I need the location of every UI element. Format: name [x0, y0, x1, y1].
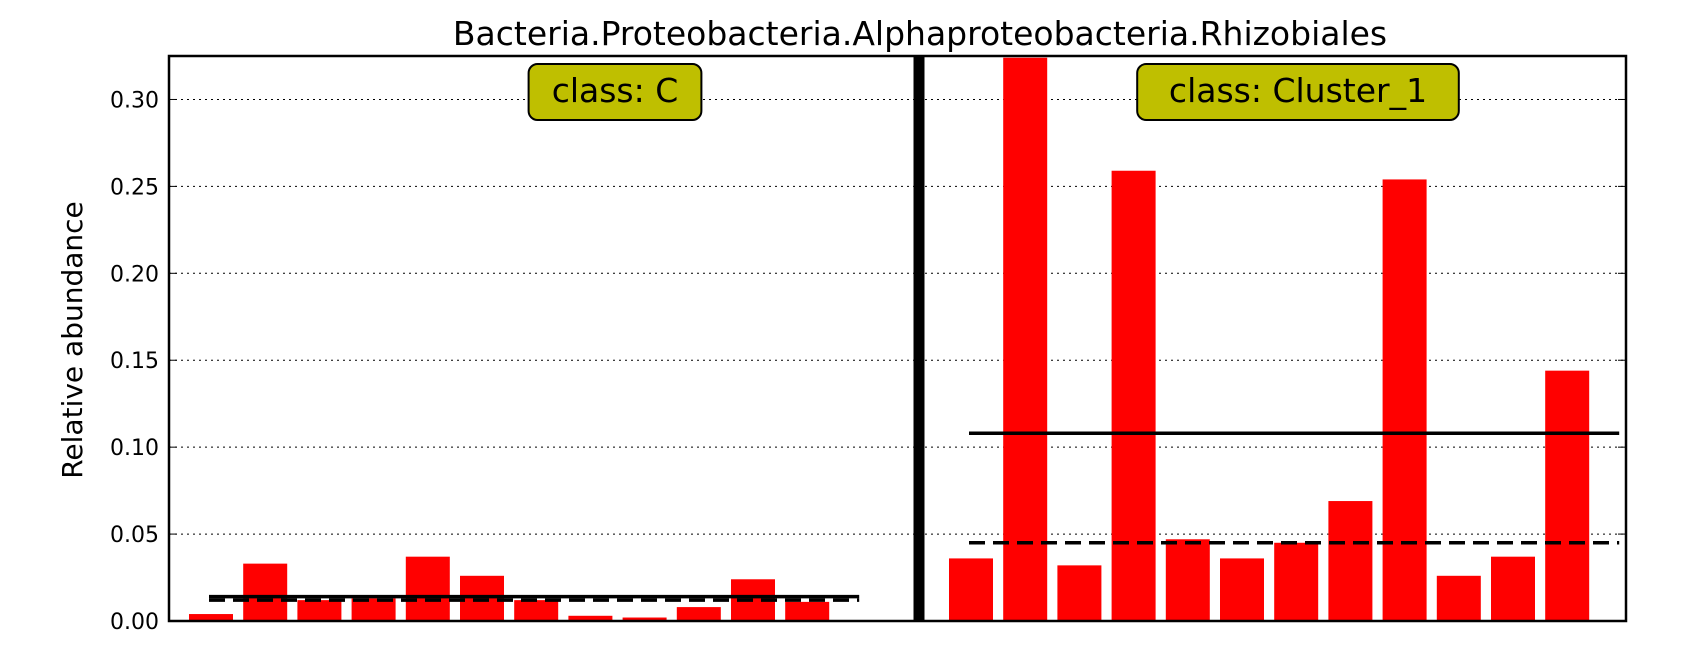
- class-labels: class: C class: Cluster_1: [527, 63, 1460, 121]
- y-axis-label: Relative abundance: [56, 201, 89, 479]
- bar: [1382, 179, 1427, 621]
- y-tick-label: 0.20: [110, 262, 159, 287]
- bar: [405, 556, 450, 621]
- y-tick-label: 0.00: [110, 610, 159, 635]
- y-tick-label: 0.05: [110, 523, 159, 548]
- bar: [949, 558, 993, 621]
- class-label: class: C: [552, 71, 679, 110]
- y-tick-label: 0.15: [110, 349, 159, 374]
- bar: [1491, 556, 1535, 621]
- bar: [351, 598, 396, 621]
- bar: [243, 563, 288, 621]
- bar: [622, 617, 667, 621]
- bar: [1328, 501, 1373, 621]
- bar: [1220, 558, 1264, 621]
- bar: [785, 601, 830, 621]
- bar: [676, 607, 721, 621]
- y-tick-label: 0.30: [110, 88, 159, 113]
- bar: [189, 614, 233, 621]
- bar: [297, 600, 342, 621]
- bar: [1165, 539, 1210, 621]
- bar: [568, 615, 613, 621]
- class-label-box: [527, 63, 703, 121]
- bar: [1057, 565, 1102, 621]
- bar: [1003, 57, 1048, 621]
- bar: [514, 600, 559, 621]
- bars: [189, 57, 1590, 621]
- class-label: class: Cluster_1: [1169, 71, 1427, 110]
- bar: [1111, 170, 1156, 621]
- y-tick-label: 0.25: [110, 175, 159, 200]
- bar: [1436, 575, 1481, 621]
- stat-lines: [209, 431, 1620, 602]
- y-ticks: 0.00 0.05 0.10 0.15 0.20 0.25 0.30: [110, 88, 1626, 635]
- bar: [1274, 542, 1319, 621]
- y-tick-label: 0.10: [110, 436, 159, 461]
- chart-title: Bacteria.Proteobacteria.Alphaproteobacte…: [453, 14, 1387, 53]
- class-label-box: [1136, 63, 1460, 121]
- plot-frame: [167, 54, 1628, 623]
- bar: [1545, 370, 1590, 621]
- axes: [167, 54, 1628, 623]
